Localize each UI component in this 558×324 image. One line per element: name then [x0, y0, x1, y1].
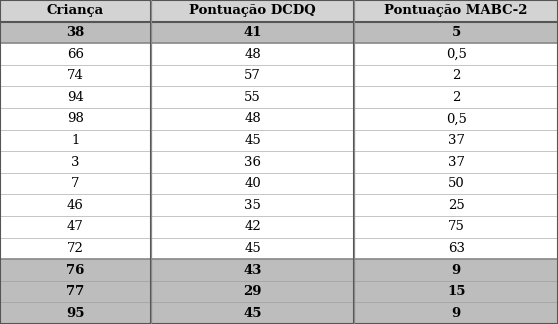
Text: 3: 3 — [71, 156, 80, 168]
Text: 48: 48 — [244, 112, 261, 125]
Bar — [0, 151, 151, 173]
Text: 2: 2 — [452, 91, 460, 104]
Bar — [0, 194, 151, 216]
Bar — [0, 130, 151, 151]
Bar — [0, 65, 151, 87]
Bar — [354, 65, 558, 87]
Text: 9: 9 — [451, 307, 461, 320]
Bar — [354, 108, 558, 130]
Text: 45: 45 — [244, 242, 261, 255]
Text: 1: 1 — [71, 134, 80, 147]
Text: 74: 74 — [67, 69, 84, 82]
Text: 35: 35 — [244, 199, 261, 212]
Text: Pontuação DCDQ: Pontuação DCDQ — [189, 4, 316, 17]
Bar — [0, 237, 151, 259]
Text: 45: 45 — [244, 134, 261, 147]
Text: 25: 25 — [448, 199, 465, 212]
Text: 0,5: 0,5 — [446, 48, 466, 61]
Text: 43: 43 — [243, 263, 262, 276]
Text: 2: 2 — [452, 69, 460, 82]
Text: 37: 37 — [448, 134, 465, 147]
Bar — [151, 259, 354, 281]
Bar — [151, 237, 354, 259]
Bar — [151, 65, 354, 87]
Bar — [354, 237, 558, 259]
Bar — [354, 130, 558, 151]
Bar — [354, 194, 558, 216]
Text: 72: 72 — [67, 242, 84, 255]
Bar — [0, 22, 151, 43]
Bar — [354, 281, 558, 302]
Text: 45: 45 — [243, 307, 262, 320]
Text: 98: 98 — [67, 112, 84, 125]
Text: Criança: Criança — [47, 4, 104, 17]
Bar — [354, 43, 558, 65]
Bar — [151, 43, 354, 65]
Bar — [151, 87, 354, 108]
Bar — [151, 108, 354, 130]
Text: 36: 36 — [244, 156, 261, 168]
Text: 94: 94 — [67, 91, 84, 104]
Text: 5: 5 — [451, 26, 461, 39]
Bar — [0, 43, 151, 65]
Bar — [151, 216, 354, 237]
Bar — [354, 302, 558, 324]
Bar — [0, 216, 151, 237]
Bar — [0, 281, 151, 302]
Bar — [0, 87, 151, 108]
Text: 55: 55 — [244, 91, 261, 104]
Bar — [0, 0, 151, 22]
Bar — [151, 22, 354, 43]
Bar — [354, 151, 558, 173]
Text: 47: 47 — [67, 220, 84, 233]
Bar — [151, 302, 354, 324]
Text: 63: 63 — [448, 242, 465, 255]
Text: 95: 95 — [66, 307, 85, 320]
Text: 46: 46 — [67, 199, 84, 212]
Bar — [354, 173, 558, 194]
Text: 42: 42 — [244, 220, 261, 233]
Text: 77: 77 — [66, 285, 84, 298]
Text: 66: 66 — [67, 48, 84, 61]
Bar — [151, 0, 354, 22]
Text: 29: 29 — [243, 285, 262, 298]
Bar — [0, 302, 151, 324]
Bar — [354, 0, 558, 22]
Text: 40: 40 — [244, 177, 261, 190]
Bar — [0, 108, 151, 130]
Text: 57: 57 — [244, 69, 261, 82]
Bar — [151, 173, 354, 194]
Bar — [151, 130, 354, 151]
Bar — [151, 281, 354, 302]
Bar — [151, 151, 354, 173]
Bar — [151, 194, 354, 216]
Bar — [0, 259, 151, 281]
Text: 15: 15 — [447, 285, 465, 298]
Text: 37: 37 — [448, 156, 465, 168]
Text: 0,5: 0,5 — [446, 112, 466, 125]
Text: 38: 38 — [66, 26, 84, 39]
Text: 48: 48 — [244, 48, 261, 61]
Bar — [354, 216, 558, 237]
Bar — [354, 87, 558, 108]
Text: 7: 7 — [71, 177, 80, 190]
Bar — [0, 173, 151, 194]
Bar — [354, 259, 558, 281]
Text: 75: 75 — [448, 220, 465, 233]
Text: 50: 50 — [448, 177, 465, 190]
Text: 76: 76 — [66, 263, 84, 276]
Text: 41: 41 — [243, 26, 262, 39]
Bar — [354, 22, 558, 43]
Text: Pontuação MABC-2: Pontuação MABC-2 — [384, 4, 528, 17]
Text: 9: 9 — [451, 263, 461, 276]
